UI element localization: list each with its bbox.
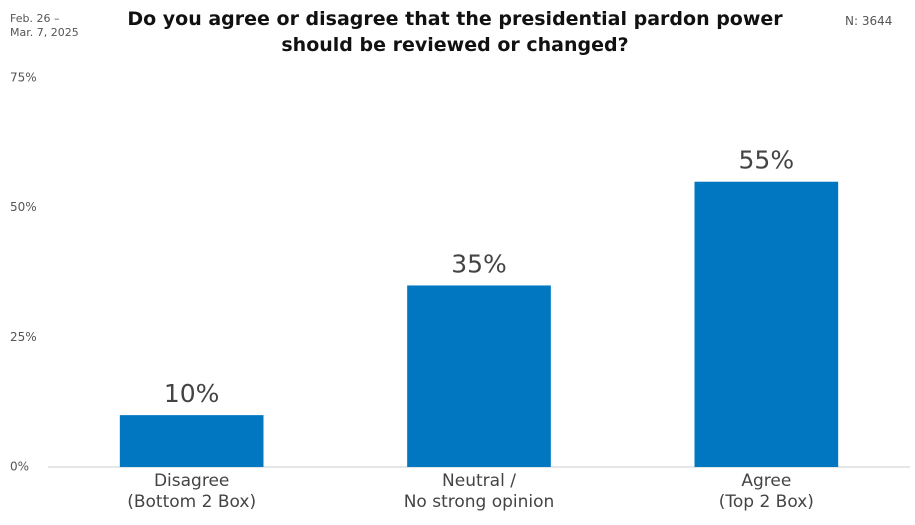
- value-label: 10%: [164, 379, 220, 408]
- y-tick-label: 75%: [10, 71, 37, 85]
- x-tick-label: Neutral / No strong opinion: [404, 471, 555, 512]
- x-tick-label: Disagree (Bottom 2 Box): [127, 471, 256, 512]
- bar: [407, 285, 551, 467]
- value-label: 35%: [451, 249, 507, 278]
- y-tick-label: 50%: [10, 200, 37, 214]
- y-tick-label: 25%: [10, 330, 37, 344]
- value-label: 55%: [739, 146, 795, 175]
- y-tick-label: 0%: [10, 460, 29, 474]
- x-tick-label: Agree (Top 2 Box): [719, 471, 814, 512]
- bar: [119, 415, 264, 467]
- bar: [694, 181, 839, 467]
- sample-note: N: 3644: [845, 14, 893, 28]
- date-note: Feb. 26 – Mar. 7, 2025: [10, 12, 79, 39]
- chart-title: Do you agree or disagree that the presid…: [127, 8, 783, 56]
